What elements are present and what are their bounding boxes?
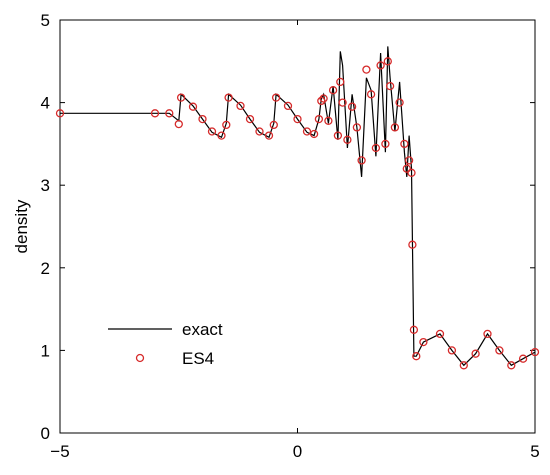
es4-marker — [245, 114, 255, 124]
es4-marker — [314, 114, 324, 124]
es4-marker — [264, 131, 274, 140]
es4-marker — [176, 93, 186, 102]
es4-marker — [383, 57, 392, 66]
es4-marker — [338, 98, 347, 107]
es4-marker — [400, 139, 409, 149]
y-axis-label: density — [12, 199, 31, 253]
es4-marker — [347, 102, 357, 111]
x-tick-label: 0 — [293, 442, 302, 461]
es4-marker — [407, 168, 416, 177]
es4-marker — [404, 156, 414, 165]
es4-marker — [198, 114, 207, 124]
exact-series-line — [60, 46, 536, 367]
es4-marker — [357, 156, 366, 165]
es4-marker — [419, 337, 428, 347]
es4-marker — [309, 129, 319, 139]
es4-marker — [483, 329, 492, 339]
es4-marker — [408, 240, 417, 249]
es4-marker — [207, 127, 217, 136]
es4-marker — [217, 131, 226, 140]
es4-marker — [236, 101, 245, 111]
es4-marker — [402, 164, 411, 173]
es4-marker — [376, 61, 385, 70]
es4-marker — [518, 354, 528, 363]
es4-marker — [447, 346, 457, 355]
es4-marker — [343, 135, 352, 144]
es4-marker — [459, 361, 468, 370]
es4-marker — [317, 96, 326, 106]
es4-marker — [530, 347, 540, 357]
es4-marker — [366, 90, 376, 99]
legend-es4-swatch — [135, 353, 145, 363]
y-tick-label: 1 — [41, 341, 50, 360]
es4-marker — [269, 120, 278, 130]
es4-marker — [255, 127, 264, 136]
es4-marker — [471, 349, 480, 358]
es4-marker — [409, 325, 419, 334]
es4-marker — [371, 143, 381, 153]
plot-area — [59, 19, 536, 434]
es4-marker — [324, 116, 333, 125]
legend-exact-label: exact — [182, 320, 223, 339]
y-tick-label: 0 — [41, 424, 50, 443]
es4-marker — [336, 77, 345, 87]
es4-marker — [55, 109, 65, 118]
es4-marker — [390, 123, 400, 132]
x-tick-label: 5 — [530, 442, 539, 461]
es4-marker — [302, 127, 312, 136]
es4-marker — [222, 120, 231, 130]
y-tick-label: 2 — [41, 259, 50, 278]
es4-marker — [271, 93, 281, 102]
y-tick-label: 3 — [41, 176, 50, 195]
es4-marker — [507, 361, 516, 370]
legend: exact ES4 — [108, 320, 223, 368]
es4-marker — [412, 352, 421, 361]
es4-marker — [328, 86, 338, 95]
legend-es4-label: ES4 — [182, 349, 214, 368]
es4-marker — [319, 94, 328, 103]
es4-series-markers — [55, 57, 540, 370]
es4-marker — [352, 123, 362, 132]
es4-marker — [395, 98, 404, 107]
exact-line — [60, 46, 536, 367]
es4-marker — [385, 81, 395, 91]
x-tick-label: −5 — [50, 442, 69, 461]
es4-marker — [381, 139, 390, 149]
es4-marker — [150, 109, 160, 118]
es4-marker — [224, 93, 233, 102]
es4-marker — [333, 131, 343, 140]
es4-marker — [362, 65, 371, 74]
es4-marker — [174, 119, 183, 129]
es4-marker — [165, 109, 174, 118]
y-tick-label: 4 — [41, 94, 50, 113]
es4-marker — [293, 114, 302, 124]
y-tick-label: 5 — [41, 11, 50, 30]
es4-marker — [188, 102, 198, 111]
es4-marker — [435, 329, 445, 339]
es4-marker — [283, 101, 293, 111]
es4-marker — [495, 346, 504, 355]
